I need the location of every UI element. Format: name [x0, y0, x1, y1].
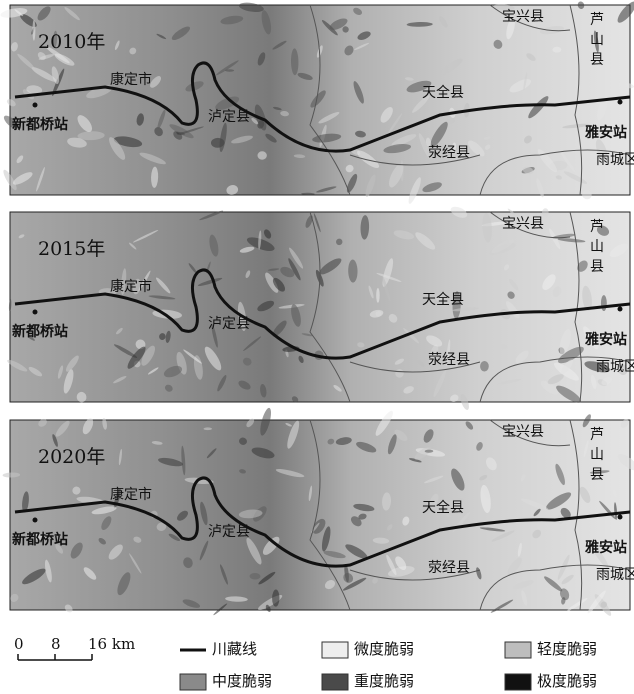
legend-swatch: [322, 674, 348, 690]
vulnerability-map: 2010年康定市泸定县天全县宝兴县新都桥站雅安站雨城区荥经县芦山县2015年康定…: [0, 0, 634, 694]
place-label: 县: [590, 52, 604, 68]
station-dot: [33, 310, 38, 315]
place-label: 泸定县: [208, 524, 250, 540]
place-label: 荥经县: [428, 560, 470, 576]
place-label: 芦: [590, 12, 604, 28]
place-label: 康定市: [110, 486, 152, 503]
place-label: 山: [590, 32, 604, 48]
legend-label: 中度脆弱: [212, 672, 272, 690]
year-label: 2020年: [38, 446, 105, 468]
place-label: 天全县: [422, 291, 464, 308]
station-dot: [33, 103, 38, 108]
place-label: 泸定县: [208, 316, 250, 332]
map-panel: 2010年康定市泸定县 天全县 宝兴县新都桥站 雅安站雨城区 荥经县 芦山县: [0, 0, 634, 205]
place-label: 雅安站: [585, 539, 627, 556]
place-label: 雅安站: [585, 124, 627, 141]
place-label: 县: [590, 467, 604, 483]
place-label: 康定市: [110, 278, 152, 295]
legend-swatch: [180, 674, 206, 690]
place-label: 雨城区: [596, 152, 634, 168]
place-label: 新都桥站: [12, 116, 68, 133]
place-label: 雨城区: [596, 359, 634, 375]
terrain-patch: [552, 47, 561, 53]
station-dot: [33, 518, 38, 523]
place-label: 泸定县: [208, 109, 250, 125]
year-label: 2010年: [38, 31, 105, 53]
scale-bar: 0 8 16 km: [14, 635, 135, 660]
place-label: 宝兴县: [502, 9, 544, 25]
place-label: 芦: [590, 427, 604, 443]
place-label: 芦: [590, 219, 604, 235]
legend-swatch: [322, 642, 348, 658]
place-label: 山: [590, 239, 604, 255]
legend-label: 重度脆弱: [354, 672, 414, 690]
scale-label: 8: [51, 635, 61, 653]
place-label: 新都桥站: [12, 531, 68, 548]
place-label: 荥经县: [428, 352, 470, 368]
place-label: 新都桥站: [12, 323, 68, 340]
terrain-patch: [257, 151, 266, 160]
station-dot: [618, 100, 623, 105]
terrain-patch: [225, 69, 234, 71]
terrain-patch: [203, 427, 212, 430]
place-label: 雅安站: [585, 331, 627, 348]
terrain-patch: [376, 288, 379, 303]
place-label: 天全县: [422, 84, 464, 101]
place-label: 宝兴县: [502, 216, 544, 232]
place-label: 雨城区: [596, 567, 634, 583]
terrain-patch: [32, 20, 35, 41]
place-label: 荥经县: [428, 145, 470, 161]
terrain-patch: [601, 295, 607, 311]
scale-label: 0: [14, 635, 24, 653]
place-label: 康定市: [110, 71, 152, 88]
year-label: 2015年: [38, 238, 105, 260]
station-dot: [618, 515, 623, 520]
legend-label: 轻度脆弱: [537, 640, 597, 658]
legend-label: 微度脆弱: [354, 640, 414, 658]
legend-swatch: [505, 674, 531, 690]
map-panel: 2015年康定市泸定县 天全县 宝兴县新都桥站 雅安站雨城区 荥经县 芦山县: [6, 204, 634, 411]
legend-swatch: [505, 642, 531, 658]
map-panel: 2020年康定市泸定县 天全县 宝兴县新都桥站 雅安站雨城区 荥经县 芦山县: [2, 407, 634, 618]
legend-label: 极度脆弱: [537, 672, 597, 690]
place-label: 天全县: [422, 499, 464, 516]
legend-label: 川藏线: [212, 640, 257, 658]
place-label: 县: [590, 259, 604, 275]
place-label: 山: [590, 447, 604, 463]
station-dot: [618, 307, 623, 312]
scale-label: 16 km: [88, 635, 135, 653]
place-label: 宝兴县: [502, 424, 544, 440]
